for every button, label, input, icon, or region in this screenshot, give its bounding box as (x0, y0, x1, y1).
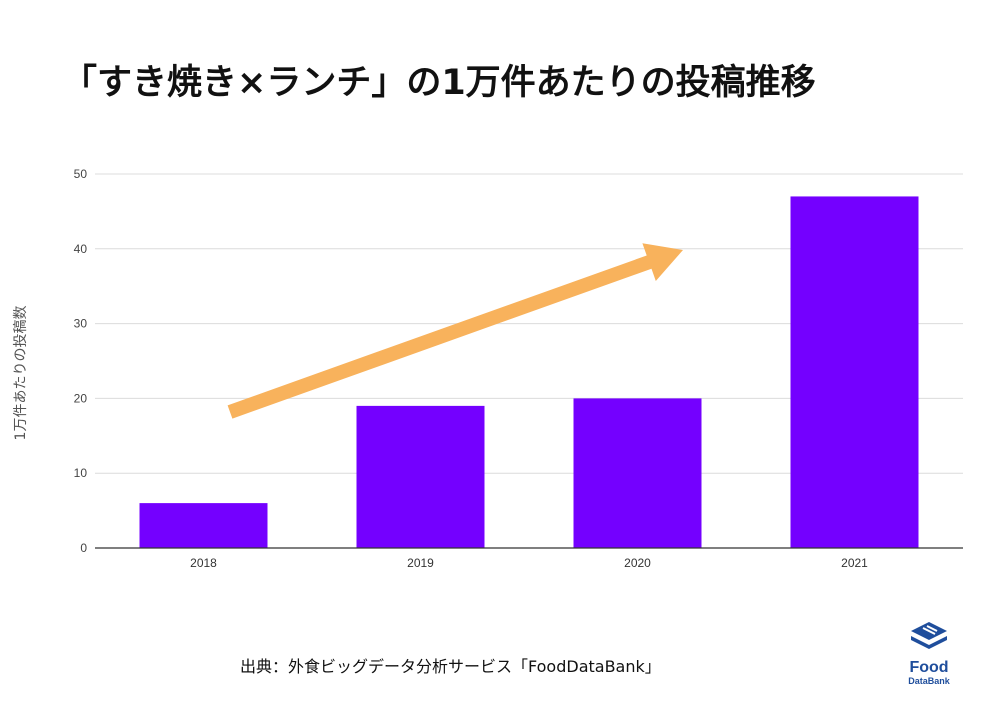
food-databank-logo-icon (911, 622, 947, 649)
trend-arrow (227, 243, 683, 419)
y-tick-label: 20 (74, 391, 88, 405)
x-tick-label: 2020 (624, 556, 651, 570)
y-tick-label: 0 (80, 541, 87, 555)
x-tick-label: 2018 (190, 556, 217, 570)
food-databank-logo: Food DataBank (896, 620, 962, 690)
x-tick-label: 2019 (407, 556, 434, 570)
y-axis-label: 1万件あたりの投稿数 (13, 305, 29, 441)
bar-2018 (139, 503, 268, 548)
bar-2021 (790, 196, 919, 548)
logo-subtext: DataBank (908, 676, 950, 686)
bar-2019 (356, 405, 485, 548)
y-tick-label: 50 (74, 167, 88, 181)
source-caption: 出典：外食ビッグデータ分析サービス「FoodDataBank」 (240, 657, 661, 676)
y-tick-label: 40 (74, 242, 88, 256)
y-tick-label: 30 (74, 317, 88, 331)
bar-2020 (573, 398, 702, 548)
y-tick-label: 10 (74, 466, 88, 480)
x-tick-label: 2021 (841, 556, 868, 570)
chart-title: 「すき焼き×ランチ」の1万件あたりの投稿推移 (62, 63, 816, 103)
logo-wordmark: Food (909, 659, 949, 676)
